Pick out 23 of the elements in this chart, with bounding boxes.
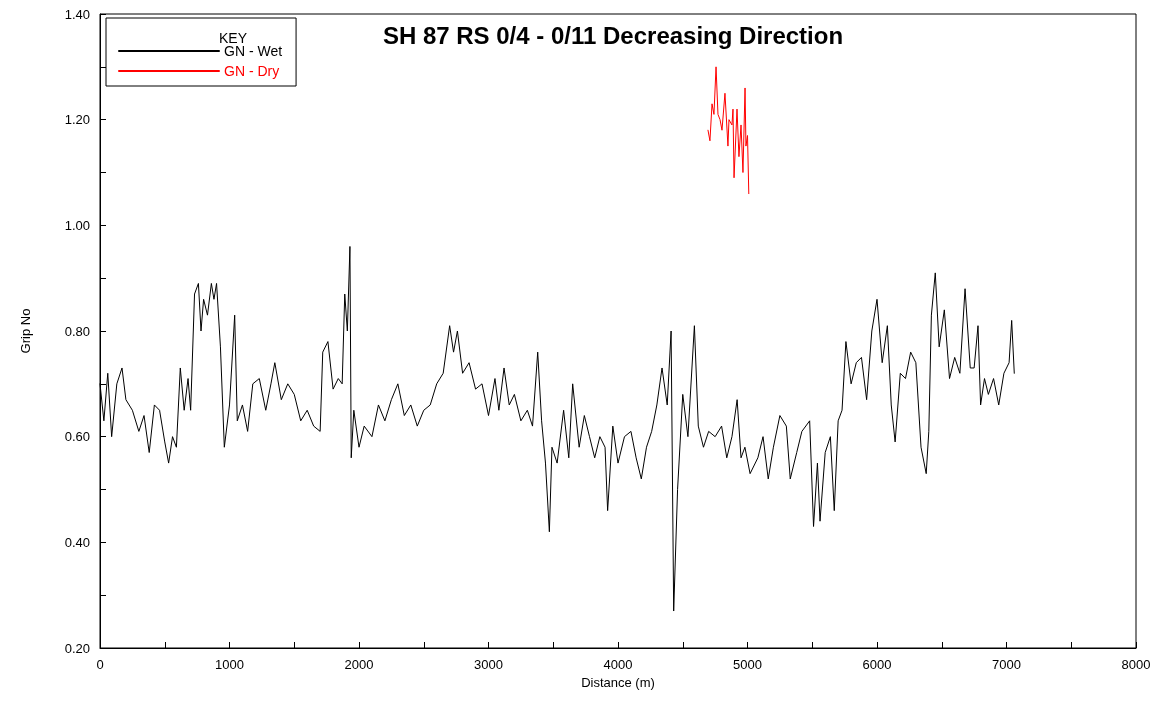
- x-axis-title: Distance (m): [581, 674, 655, 690]
- x-tick-label: 4000: [603, 657, 633, 672]
- y-tick-label: 1.40: [64, 6, 90, 22]
- y-tick-label: 0.60: [64, 429, 90, 445]
- x-tick-label: 1000: [215, 657, 244, 672]
- line-series: [707, 66, 750, 195]
- x-tick-label: 8000: [1121, 657, 1151, 672]
- text: GN - Wet: [224, 43, 283, 59]
- text: GN - Dry: [224, 63, 280, 79]
- y-tick-label: 0.80: [64, 323, 90, 339]
- y-tick-label: 1.20: [64, 112, 90, 128]
- y-axis-title: Grip No: [18, 308, 33, 354]
- x-tick-label: 0: [96, 657, 104, 672]
- y-tick-label: 0.40: [64, 534, 90, 550]
- x-tick-label: 5000: [733, 657, 762, 672]
- y-tick-label: 1.00: [64, 217, 90, 233]
- y-tick-label: 0.20: [64, 640, 90, 656]
- legend-title: KEY: [218, 30, 248, 46]
- x-tick-label: 7000: [992, 657, 1021, 672]
- x-tick-label: 6000: [862, 657, 892, 672]
- chart-title: SH 87 RS 0/4 - 0/11 Decreasing Direction: [382, 21, 844, 49]
- x-tick-label: 2000: [344, 657, 374, 672]
- x-tick-label: 3000: [474, 657, 503, 672]
